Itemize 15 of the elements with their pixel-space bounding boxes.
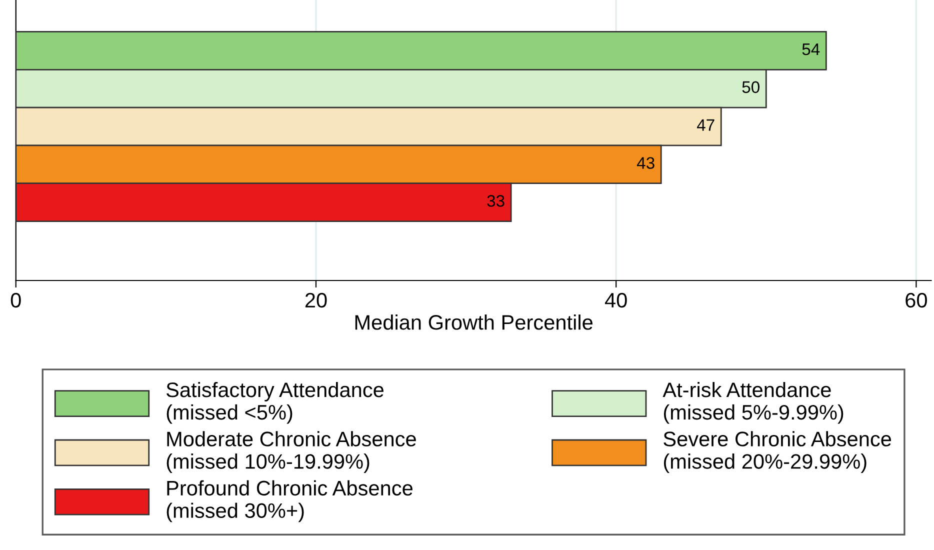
- legend-label: Satisfactory Attendance (missed <5%): [166, 382, 384, 424]
- data-label: 47: [696, 119, 714, 131]
- data-label: 33: [487, 194, 504, 207]
- legend-label: Severe Chronic Absence (missed 20%-29.99%): [664, 431, 892, 473]
- legend-label: Profound Chronic Absence (missed 30%+): [166, 480, 412, 522]
- x-tick-label: 40: [604, 292, 627, 308]
- x-tick-label: 60: [906, 292, 927, 308]
- data-label: 50: [742, 81, 760, 94]
- data-label: 54: [802, 44, 820, 56]
- x-tick-label: 20: [305, 292, 327, 308]
- x-tick-label: 0: [10, 292, 21, 308]
- legend-label: Moderate Chronic Absence (missed 10%-19.99%): [166, 431, 416, 473]
- data-label: 43: [636, 157, 654, 169]
- legend-label: At-risk Attendance (missed 5%-9.99%): [662, 382, 844, 424]
- x-axis-title: Median Growth Percentile: [355, 314, 592, 330]
